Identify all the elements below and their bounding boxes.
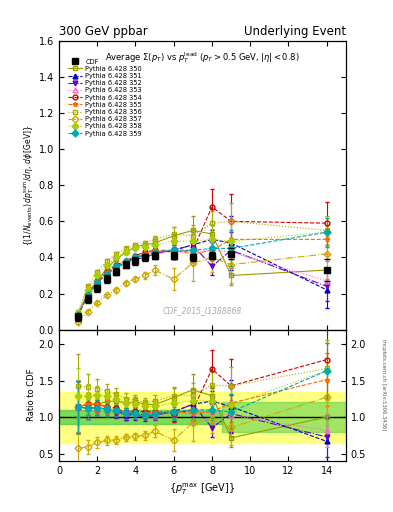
X-axis label: $\{p_T^{\rm max}\ [\mathrm{GeV}]\}$: $\{p_T^{\rm max}\ [\mathrm{GeV}]\}$ — [169, 481, 235, 497]
Legend: CDF, Pythia 6.428 350, Pythia 6.428 351, Pythia 6.428 352, Pythia 6.428 353, Pyt: CDF, Pythia 6.428 350, Pythia 6.428 351,… — [65, 56, 145, 139]
Y-axis label: Ratio to CDF: Ratio to CDF — [27, 369, 36, 421]
Text: Average $\Sigma(p_T)$ vs $p_T^\mathrm{lead}$ ($p_T > 0.5$ GeV, $|\eta| < 0.8$): Average $\Sigma(p_T)$ vs $p_T^\mathrm{le… — [105, 50, 300, 65]
Text: CDF_2015_I1388868: CDF_2015_I1388868 — [163, 306, 242, 315]
Y-axis label: $\{(1/N_\mathrm{events})\,dp_T^\mathrm{sum}/d\eta,\,d\phi\,[\mathrm{GeV}]\}$: $\{(1/N_\mathrm{events})\,dp_T^\mathrm{s… — [22, 124, 36, 246]
Text: 300 GeV ppbar: 300 GeV ppbar — [59, 26, 148, 38]
Text: mcplots.cern.ch [arXiv:1306.3436]: mcplots.cern.ch [arXiv:1306.3436] — [381, 339, 386, 431]
Text: Underlying Event: Underlying Event — [244, 26, 346, 38]
